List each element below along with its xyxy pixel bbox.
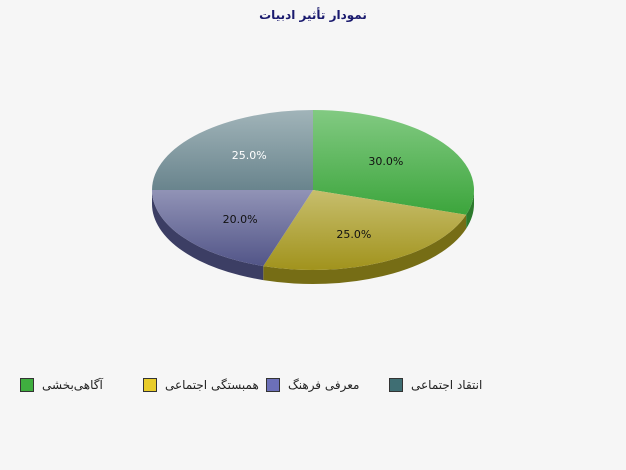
slice-label-solidarity: 25.0%: [336, 228, 371, 241]
slice-label-criticism: 25.0%: [232, 149, 267, 162]
slice-criticism: [152, 110, 313, 190]
legend-swatch-criticism: [389, 378, 403, 392]
legend-swatch-awareness: [20, 378, 34, 392]
slice-side-solidarity: [263, 214, 467, 284]
chart-title: نمودار تأثیر ادبیات: [259, 8, 367, 22]
legend-label-culture: معرفی فرهنگ: [288, 378, 360, 392]
legend-item-culture: معرفی فرهنگ: [266, 376, 359, 394]
slice-culture: [152, 190, 313, 267]
slice-side-culture: [152, 190, 264, 281]
legend-label-criticism: انتقاد اجتماعی: [411, 378, 483, 392]
slice-side-awareness: [466, 190, 474, 229]
pie-labels: 30.0% 25.0% 20.0% 25.0%: [223, 149, 404, 241]
legend-label-awareness: آگاهی‌بخشی: [42, 378, 103, 392]
slice-label-awareness: 30.0%: [368, 155, 403, 168]
legend-item-criticism: انتقاد اجتماعی: [389, 376, 482, 394]
slice-label-culture: 20.0%: [223, 213, 258, 226]
legend-item-solidarity: همبستگی اجتماعی: [143, 376, 259, 394]
slice-solidarity: [263, 190, 467, 271]
legend-swatch-solidarity: [143, 378, 157, 392]
pie-depth: [152, 190, 474, 284]
legend-label-solidarity: همبستگی اجتماعی: [165, 378, 259, 392]
legend-item-awareness: آگاهی‌بخشی: [20, 376, 103, 394]
legend-swatch-culture: [266, 378, 280, 392]
slice-awareness: [313, 110, 474, 215]
pie-top: [152, 110, 474, 271]
